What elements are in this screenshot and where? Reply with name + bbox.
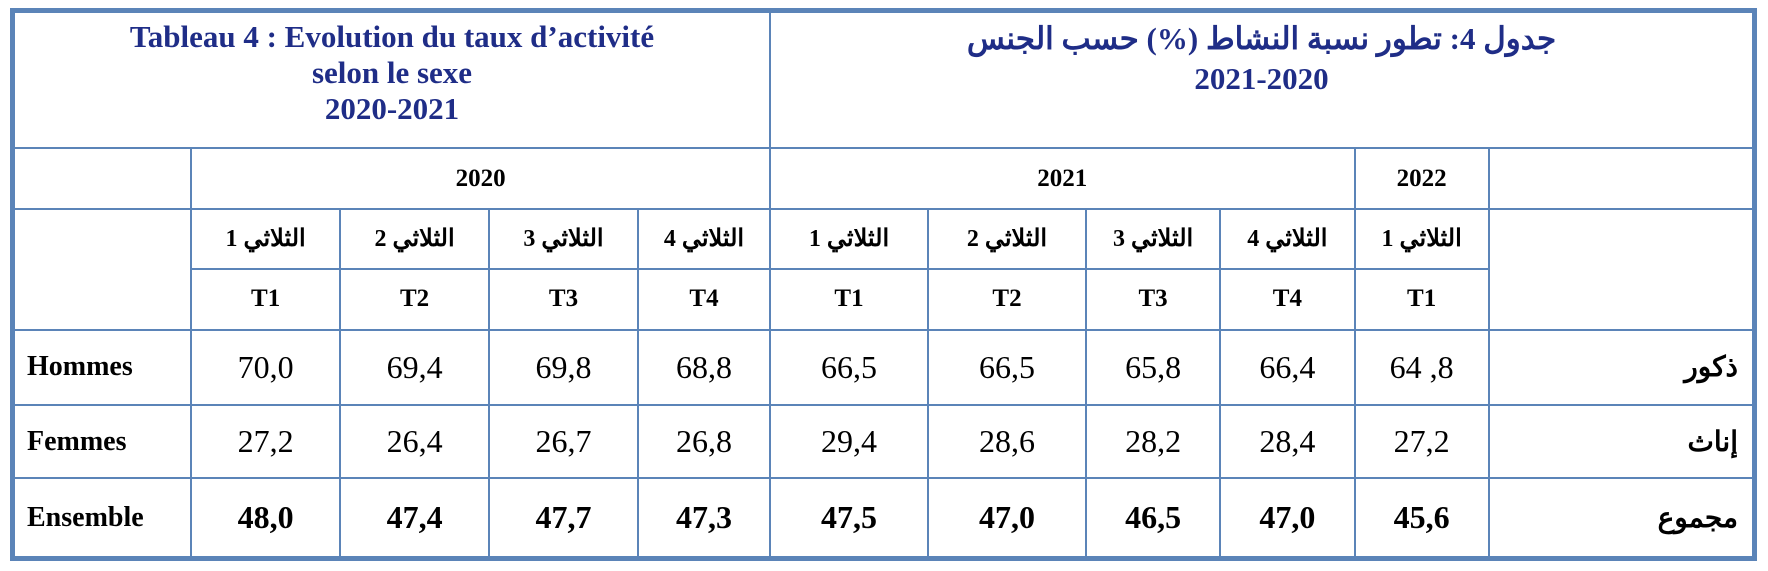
year-row-blank-right [1487, 147, 1755, 211]
quarter-fr: T1 [190, 267, 342, 331]
table-cell: 45,6 [1353, 477, 1490, 558]
title-ar-line2: 2021-2020 [1194, 61, 1329, 96]
title-fr-line3: 2020-2021 [324, 91, 460, 126]
table-cell: 68,8 [636, 328, 772, 406]
quarter-ar: الثلاثي 1 [769, 208, 929, 270]
quarter-fr: T1 [1353, 267, 1490, 331]
year-2022: 2022 [1353, 147, 1490, 211]
table-row-ensemble: Ensemble 48,0 47,4 47,7 47,3 47,5 47,0 4… [12, 477, 1755, 558]
table-cell: 27,2 [190, 403, 342, 480]
table-cell: 65,8 [1084, 328, 1222, 406]
table-cell: 47,4 [339, 477, 491, 558]
table-cell: 29,4 [769, 403, 929, 480]
table-cell: 47,0 [927, 477, 1087, 558]
table-cell: 26,8 [636, 403, 772, 480]
table-cell: 28,6 [927, 403, 1087, 480]
quarter-ar: الثلاثي 4 [1219, 208, 1356, 270]
quarter-ar: الثلاثي 4 [636, 208, 772, 270]
table-cell: 66,5 [927, 328, 1087, 406]
table-cell: 47,7 [488, 477, 639, 558]
table-cell: 46,5 [1084, 477, 1222, 558]
quarter-fr: T3 [1084, 267, 1222, 331]
title-fr-line2: selon le sexe [311, 55, 473, 90]
table-row-femmes: Femmes 27,2 26,4 26,7 26,8 29,4 28,6 28,… [12, 403, 1755, 480]
table-cell: 70,0 [190, 328, 342, 406]
quarter-ar: الثلاثي 2 [339, 208, 491, 270]
quarter-fr-row: T1 T2 T3 T4 T1 T2 T3 T4 T1 [14, 267, 1753, 331]
year-2021: 2021 [769, 147, 1356, 211]
quarter-fr: T3 [488, 267, 639, 331]
row-label-ar: مجموع [1487, 477, 1755, 558]
quarter-ar-row: الثلاثي 1 الثلاثي 2 الثلاثي 3 الثلاثي 4 … [12, 208, 1755, 331]
quarter-blank-right [1487, 208, 1755, 331]
row-label-fr: Femmes [12, 403, 193, 480]
title-fr-line1: Tableau 4 : Evolution du taux d’activité [129, 19, 655, 54]
table-cell: 69,4 [339, 328, 491, 406]
quarter-ar: الثلاثي 3 [1084, 208, 1222, 270]
title-arabic: جدول 4: تطور نسبة النشاط (%) حسب الجنس 2… [769, 10, 1754, 150]
table-cell: 66,5 [769, 328, 929, 406]
table-row-hommes: Hommes 70,0 69,4 69,8 68,8 66,5 66,5 65,… [12, 328, 1755, 406]
table-cell: 48,0 [190, 477, 342, 558]
table-cell: 28,2 [1084, 403, 1222, 480]
title-french: Tableau 4 : Evolution du taux d’activité… [12, 10, 772, 150]
title-row: Tableau 4 : Evolution du taux d’activité… [12, 10, 1754, 150]
row-label-ar: ذكور [1487, 328, 1755, 406]
quarter-fr: T2 [927, 267, 1087, 331]
table-cell: 28,4 [1219, 403, 1356, 480]
quarter-fr: T2 [339, 267, 491, 331]
table-cell: 27,2 [1353, 403, 1490, 480]
table-cell: 47,5 [769, 477, 929, 558]
table-cell: 47,3 [636, 477, 772, 558]
year-row: 2020 2021 2022 [12, 147, 1755, 211]
activity-rate-table: Tableau 4 : Evolution du taux d’activité… [12, 10, 1755, 558]
quarter-ar: الثلاثي 3 [488, 208, 639, 270]
table-cell: 69,8 [488, 328, 639, 406]
row-label-ar: إناث [1487, 403, 1755, 480]
title-ar-line1: جدول 4: تطور نسبة النشاط (%) حسب الجنس [966, 21, 1557, 56]
year-2020: 2020 [190, 147, 772, 211]
table-cell: 26,4 [339, 403, 491, 480]
table-cell: 47,0 [1219, 477, 1356, 558]
quarter-ar: الثلاثي 1 [1353, 208, 1490, 270]
table-cell: 66,4 [1219, 328, 1356, 406]
table-cell: 26,7 [488, 403, 639, 480]
quarter-fr: T4 [1219, 267, 1356, 331]
row-label-fr: Ensemble [12, 477, 193, 558]
year-row-blank-left [12, 147, 193, 211]
table-cell: 64 ,8 [1353, 328, 1490, 406]
quarter-fr: T1 [769, 267, 929, 331]
quarter-ar: الثلاثي 2 [927, 208, 1087, 270]
row-label-fr: Hommes [12, 328, 193, 406]
quarter-fr: T4 [636, 267, 772, 331]
quarter-ar: الثلاثي 1 [190, 208, 342, 270]
activity-rate-table-frame: Tableau 4 : Evolution du taux d’activité… [10, 8, 1757, 561]
quarter-blank-left [12, 208, 193, 331]
